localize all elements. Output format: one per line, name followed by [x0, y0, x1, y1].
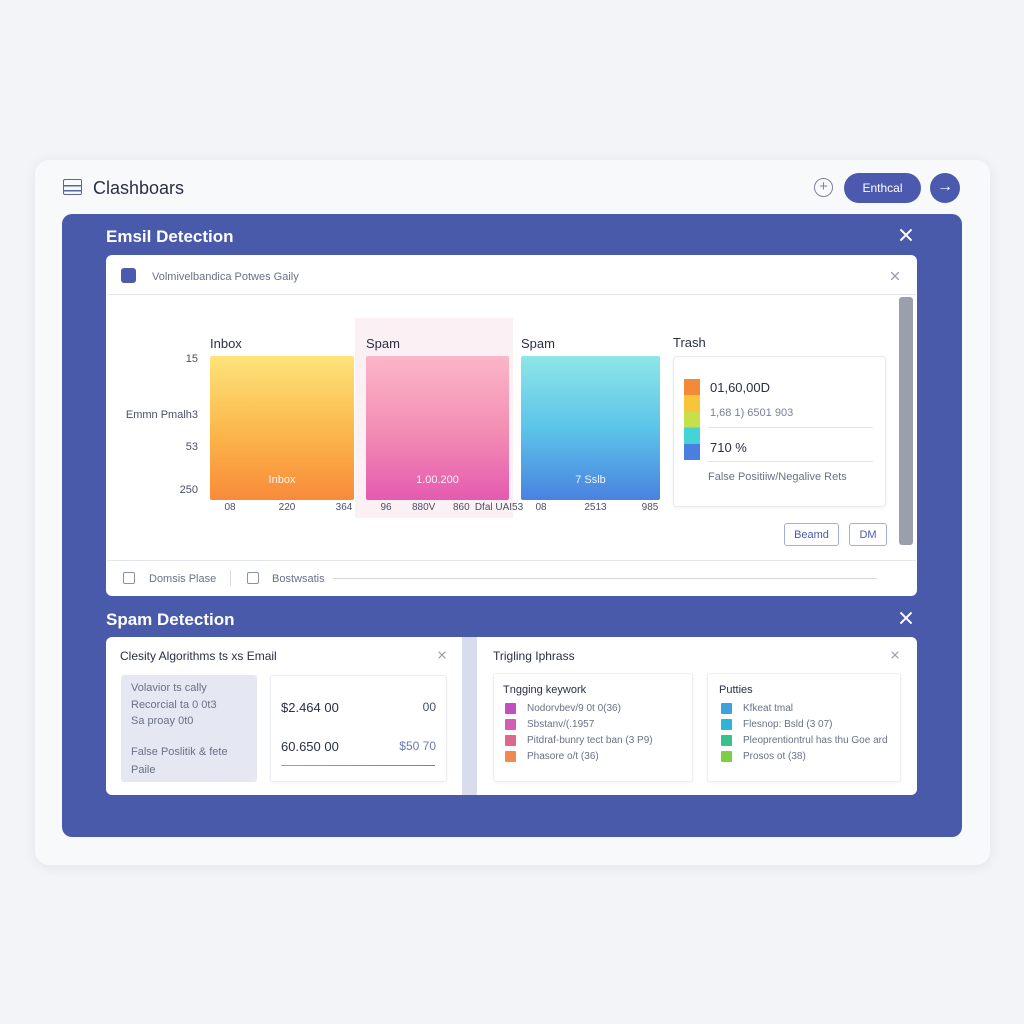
list-item: Phasore o/t (36) — [527, 751, 599, 762]
more-button[interactable]: → — [930, 173, 960, 203]
footer-line — [333, 578, 877, 579]
footer-sep — [230, 570, 231, 586]
primary-button[interactable] — [844, 173, 921, 203]
y-label: 250 — [179, 484, 198, 496]
list-item: Nodorvbev/9 0t 0(36) — [527, 703, 621, 714]
toolbar-icon — [121, 268, 136, 283]
column-bar — [521, 356, 660, 500]
button[interactable] — [784, 523, 839, 546]
values-box — [270, 675, 447, 782]
add-button[interactable]: + — [814, 178, 833, 197]
list-title: Tngging keywork — [503, 684, 587, 696]
x-label: 985 — [641, 502, 659, 513]
bar-label: 1.00.200 — [416, 474, 459, 486]
note-text: Paile — [131, 764, 156, 776]
list-item: Pleoprentiontrul has thu Goe ard — [743, 735, 888, 746]
x-label: 364 — [335, 502, 353, 513]
y-label: 53 — [185, 441, 198, 453]
x-label: 08 — [224, 502, 236, 513]
list-item: Kfkeat tmal — [743, 703, 794, 714]
list-item: Flesnop: Bsld (3 07) — [743, 719, 833, 730]
column-bar — [366, 356, 509, 500]
button-label: DM — [859, 529, 877, 541]
x-label: 96 — [380, 502, 392, 513]
trash-value: 710 % — [710, 440, 747, 455]
keywords-box — [493, 673, 693, 782]
note-text: Volavior ts cally — [131, 682, 207, 694]
list-item: Prosos ot (38) — [743, 751, 806, 762]
value-side: $50 70 — [399, 739, 436, 753]
card-close[interactable] — [890, 271, 900, 281]
notes-box — [121, 675, 257, 782]
toolbar-text: Volmivelbandica Potwes Gaily — [152, 271, 299, 283]
section-title: Spam Detection — [106, 610, 235, 629]
app-title: Clashboars — [93, 178, 185, 198]
button-label: Beamd — [794, 529, 829, 541]
list-item: Pitdraf-bunry tect ban (3 P9) — [527, 735, 653, 746]
footer-tab[interactable]: Bostwsatis — [272, 573, 325, 585]
value-main: 60.650 00 — [281, 739, 339, 754]
x-label: 08 — [535, 502, 547, 513]
list-swatch — [505, 703, 516, 714]
trash-line — [708, 427, 873, 428]
column-title: Inbox — [210, 336, 242, 351]
bar-label: Inbox — [268, 474, 296, 486]
list-swatch — [505, 719, 516, 730]
section-title: Emsil Detection — [106, 227, 234, 246]
button[interactable] — [849, 523, 887, 546]
x-label: 880V — [411, 502, 436, 513]
trash-value: 1,68 1) 6501 903 — [710, 407, 794, 419]
column-title: Spam — [521, 336, 555, 351]
y-label: 15 — [185, 353, 198, 365]
primary-button-label: Enthcal — [862, 181, 903, 195]
trash-title: Trash — [673, 335, 706, 350]
x-label: Dfal UAI53 — [474, 502, 524, 513]
list-swatch — [721, 703, 732, 714]
toolbar-divider — [107, 294, 916, 295]
trash-line — [708, 461, 873, 462]
list-title: Putties — [719, 684, 753, 696]
card-close[interactable] — [438, 651, 446, 659]
footer-divider — [107, 560, 916, 561]
card-divider — [462, 637, 477, 795]
close-button[interactable] — [899, 611, 913, 625]
close-button[interactable] — [899, 228, 913, 242]
column-bar — [210, 356, 354, 500]
column-title: Spam — [366, 336, 400, 351]
footer-icon — [247, 572, 259, 584]
bar-label: 7 Sslb — [575, 474, 606, 486]
phrases-title: Trigling Iphrass — [493, 649, 575, 663]
value-main: $2.464 00 — [281, 700, 339, 715]
list-swatch — [721, 735, 732, 746]
list-swatch — [721, 719, 732, 730]
x-label: 220 — [278, 502, 296, 513]
footer-icon — [123, 572, 135, 584]
value-side: 00 — [422, 700, 436, 714]
trash-card — [673, 356, 886, 507]
note-text: False Poslitik & fete — [131, 746, 228, 758]
x-label: 2513 — [584, 502, 607, 513]
value-underline — [281, 765, 435, 766]
scrollbar[interactable] — [899, 297, 913, 545]
list-item: Sbstanv/(.1957 — [527, 719, 595, 730]
list-swatch — [721, 751, 732, 762]
legend-stack — [684, 379, 700, 460]
x-label: 860 — [452, 502, 470, 513]
trash-caption: False Positiiw/Negalive Rets — [708, 471, 847, 483]
patterns-box — [707, 673, 901, 782]
list-swatch — [505, 735, 516, 746]
y-label: Emmn Pmalh3 — [125, 409, 198, 421]
card-close[interactable] — [891, 651, 899, 659]
note-text: Recorcial ta 0 0t3 — [131, 699, 217, 711]
trash-value: 01,60,00D — [710, 380, 770, 395]
note-text: Sa proay 0t0 — [131, 715, 194, 727]
menu-icon[interactable] — [63, 179, 82, 195]
footer-tab[interactable]: Domsis Plase — [149, 573, 217, 585]
list-swatch — [505, 751, 516, 762]
classify-title: Clesity Algorithms ts xs Email — [120, 649, 277, 663]
